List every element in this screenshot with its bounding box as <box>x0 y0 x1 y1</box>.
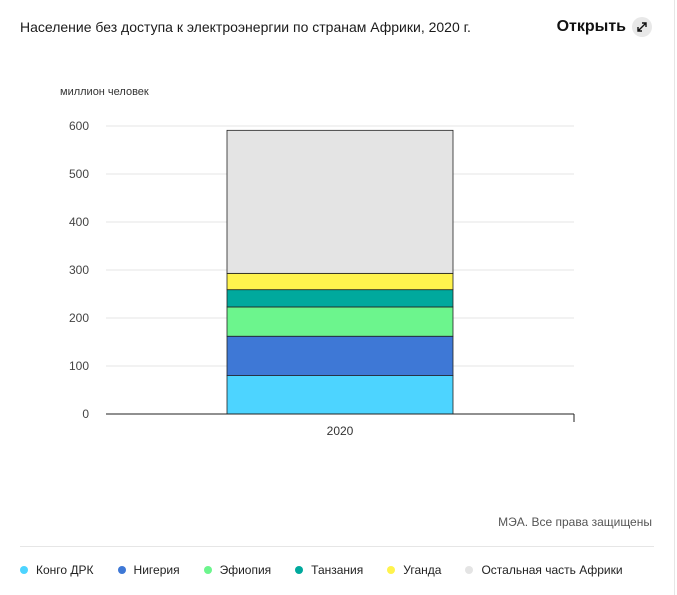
open-button-label: Открыть <box>556 18 626 35</box>
legend-swatch <box>465 566 474 574</box>
legend-swatch <box>117 566 126 574</box>
source-note: МЭА. Все права защищены <box>498 515 652 529</box>
chart-plot: 0 100 200 300 400 500 600 2020 <box>69 119 575 438</box>
y-tick-label: 500 <box>69 167 89 181</box>
legend-item[interactable]: Уганда <box>387 563 441 577</box>
y-tick-label: 0 <box>82 407 89 421</box>
bar-segment <box>226 335 454 376</box>
y-tick-label: 600 <box>69 119 89 133</box>
y-tick-label: 300 <box>69 263 89 277</box>
legend-swatch <box>20 566 28 574</box>
bar-segment <box>226 375 454 415</box>
legend: Конго ДРК Нигерия Эфиопия Танзания Уганда Ост… <box>20 563 623 577</box>
legend-item[interactable]: Конго ДРК <box>20 563 94 577</box>
legend-item[interactable]: Остальная часть Африки <box>465 563 623 577</box>
chart-title: Население без доступа к электроэнергии п… <box>20 19 471 35</box>
legend-label: Уганда <box>403 563 442 577</box>
legend-label: Остальная часть Африки <box>481 563 623 577</box>
legend-label: Эфиопия <box>219 563 272 577</box>
legend-swatch <box>387 566 396 574</box>
legend-swatch <box>203 566 212 574</box>
y-tick-label: 200 <box>69 311 89 325</box>
expand-arrows-icon <box>632 17 652 37</box>
legend-item[interactable]: Эфиопия <box>203 563 272 577</box>
legend-label: Танзания <box>311 563 364 577</box>
legend-label: Конго ДРК <box>36 563 94 577</box>
x-tick-label: 2020 <box>327 424 354 438</box>
y-tick-label: 400 <box>69 215 89 229</box>
y-axis-label: миллион человек <box>60 86 149 98</box>
y-tick-label: 100 <box>69 359 89 373</box>
bar-segment <box>226 129 454 274</box>
legend-item[interactable]: Танзания <box>295 563 363 577</box>
bar-segment <box>226 272 454 291</box>
legend-swatch <box>295 566 304 574</box>
bar-segment <box>226 306 454 337</box>
bar-segment <box>226 289 454 308</box>
open-button[interactable]: Открыть <box>557 17 652 37</box>
legend-label: Нигерия <box>133 563 180 577</box>
legend-item[interactable]: Нигерия <box>117 563 180 577</box>
divider <box>20 546 654 547</box>
